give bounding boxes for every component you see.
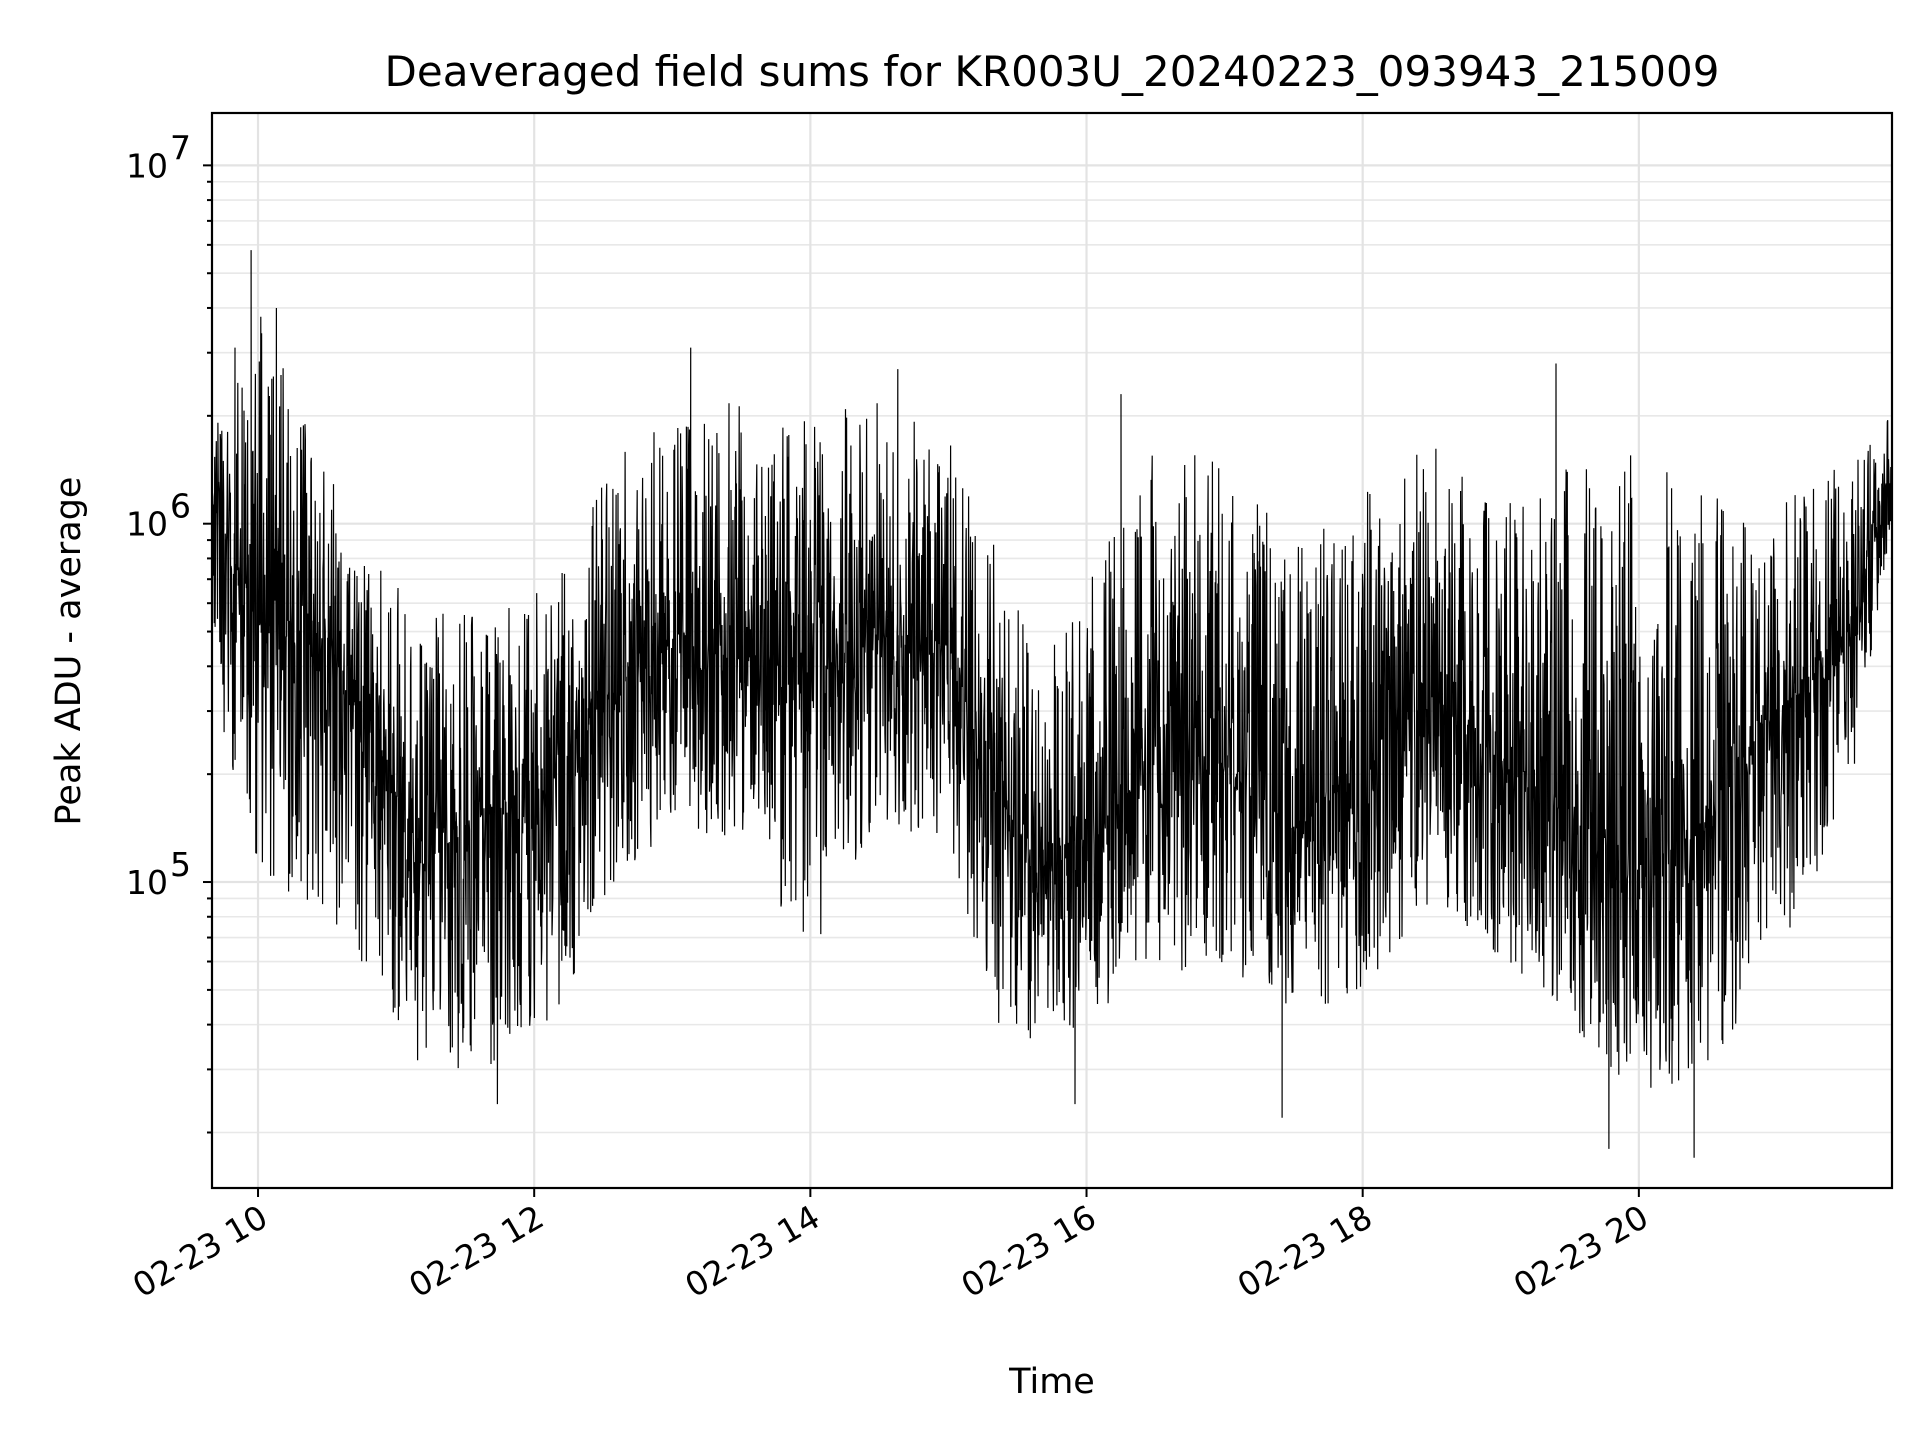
y-tick-exponent: 7 [170,128,191,167]
axes-frame [210,111,1894,1190]
y-axis-label: Peak ADU - average [49,477,89,826]
y-tick-label: 10 [126,863,168,902]
x-axis-label: Time [1008,1362,1095,1402]
data-series-line [211,157,1893,1158]
y-tick-label: 10 [126,505,168,544]
series-layer [211,157,1893,1158]
y-tick-label: 10 [126,146,168,185]
chart-title: Deaveraged field sums for KR003U_2024022… [385,47,1720,96]
y-tick-exponent: 5 [170,845,191,884]
y-tick-exponent: 6 [170,487,191,526]
